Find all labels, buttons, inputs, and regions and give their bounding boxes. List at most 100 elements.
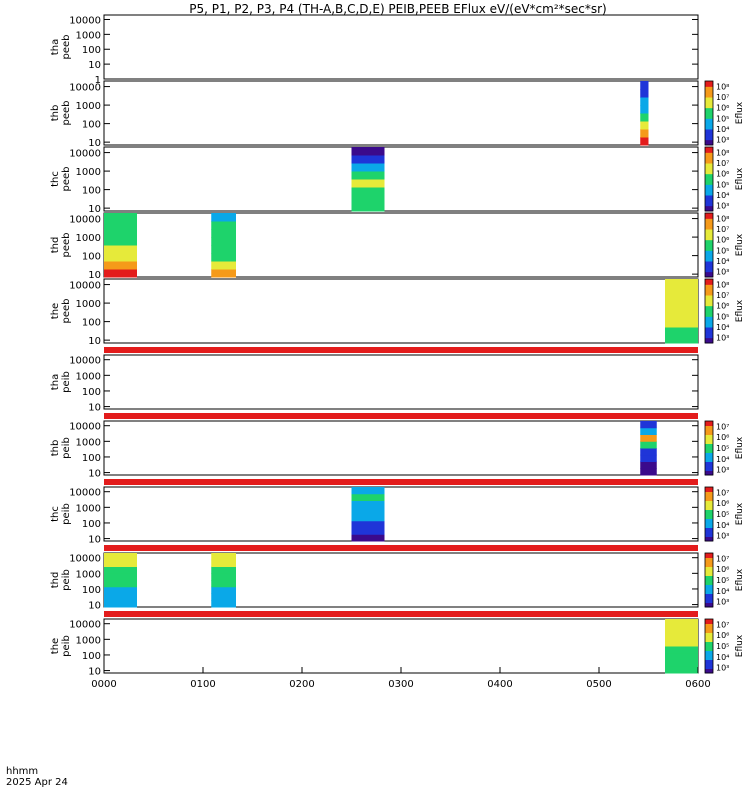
spectrogram-cell (211, 229, 236, 238)
colorbar-label: Eflux (735, 101, 745, 124)
colorbar-segment (705, 657, 713, 660)
colorbar-label: Eflux (735, 634, 745, 657)
colorbar-tick-label: 10⁷ (716, 93, 729, 102)
panel-tha-peeb: 1 10 100 1000 10000 thapeeb (50, 14, 699, 86)
colorbar-tick-label: 10³ (716, 664, 729, 673)
y-tick-label: 10000 (69, 15, 101, 26)
spectrogram-cell (351, 187, 385, 196)
spectrogram-cell (665, 666, 698, 674)
colorbar-segment (705, 553, 713, 556)
colorbar-segment (705, 155, 713, 159)
spectrogram-cell (211, 593, 236, 601)
colorbar-segment (705, 99, 713, 103)
colorbar-segment (705, 255, 713, 259)
spectrogram-cell (665, 311, 698, 320)
spectrogram-cell (351, 171, 385, 180)
colorbar-tick-label: 10⁴ (716, 587, 729, 596)
spectrogram-cell (351, 147, 385, 156)
colorbar-segment (705, 441, 713, 444)
colorbar-segment (705, 600, 713, 603)
spectrogram-cell (211, 213, 236, 222)
colorbar-segment (705, 287, 713, 291)
y-tick-label: 10 (88, 667, 101, 678)
colorbar-segment (705, 468, 713, 471)
colorbar-segment (705, 121, 713, 125)
spectrogram-cell (665, 335, 698, 344)
colorbar-tick-label: 10⁷ (716, 159, 729, 168)
colorbar-segment (705, 239, 713, 243)
x-tick-label: 0400 (487, 679, 512, 690)
colorbar-segment (705, 589, 713, 592)
colorbar-segment (705, 566, 713, 570)
spectrogram-cell (351, 493, 385, 501)
y-tick-label: 100 (82, 453, 101, 464)
colorbar-segment (705, 335, 713, 339)
colorbar-segment (705, 580, 713, 583)
spectrogram-cell (640, 81, 649, 90)
colorbar-segment (705, 234, 713, 238)
panel-label-product: peib (61, 569, 72, 591)
colorbar-segment (705, 557, 713, 561)
colorbar: 10³ 10⁴ 10⁵ 10⁶ 10⁷ Eflux (704, 618, 745, 674)
colorbar-segment (705, 176, 713, 180)
colorbar-segment (705, 332, 713, 336)
spectrogram-cell (104, 566, 137, 574)
colorbar-segment (705, 538, 713, 542)
colorbar-segment (705, 443, 713, 447)
colorbar-segment (705, 152, 713, 156)
spectrogram-cell (640, 113, 649, 122)
colorbar-segment (705, 459, 713, 462)
colorbar-segment (705, 197, 713, 201)
colorbar-segment (705, 134, 713, 138)
colorbar-segment (705, 83, 713, 87)
y-tick-label: 100 (82, 186, 101, 197)
colorbar-segment (705, 107, 713, 111)
colorbar-segment (705, 487, 713, 490)
colorbar-segment (705, 229, 713, 233)
panel-label-product: peeb (61, 233, 72, 258)
colorbar-tick-label: 10³ (716, 532, 729, 541)
colorbar-segment (705, 655, 713, 658)
colorbar-segment (705, 523, 713, 526)
colorbar-segment (705, 319, 713, 323)
colorbar-tick-label: 10⁵ (716, 180, 729, 189)
colorbar-segment (705, 641, 713, 645)
colorbar-segment (705, 305, 713, 309)
colorbar-segment (705, 295, 713, 299)
colorbar-segment (705, 582, 713, 585)
spectrogram-cell (351, 520, 385, 528)
x-tick-label: 0300 (388, 679, 413, 690)
colorbar-segment (705, 297, 713, 301)
colorbar-segment (705, 200, 713, 204)
colorbar-label: Eflux (735, 167, 745, 190)
colorbar-tick-label: 10⁷ (716, 225, 729, 234)
spectrogram-cell (665, 319, 698, 328)
colorbar-segment (705, 564, 713, 567)
flag-bar (104, 479, 698, 485)
colorbar-segment (705, 514, 713, 517)
colorbar-frame (704, 146, 714, 212)
panel-label-product: peeb (61, 299, 72, 324)
colorbar-segment (705, 221, 713, 225)
spectrogram-cell (665, 646, 698, 654)
colorbar-segment (705, 160, 713, 164)
colorbar-segment (705, 329, 713, 333)
spectrogram-cell (104, 213, 137, 222)
spectrogram-cell (104, 580, 137, 588)
colorbar-segment (705, 430, 713, 433)
colorbar-tick-label: 10⁶ (716, 302, 729, 311)
colorbar-tick-label: 10⁴ (716, 323, 729, 332)
colorbar-segment (705, 110, 713, 114)
spectrogram-cell (351, 527, 385, 535)
colorbar-segment (705, 643, 713, 647)
colorbar-segment (705, 502, 713, 506)
spectrogram-cell (104, 553, 137, 561)
panel-thc-peib: 10 100 1000 10000 thcpeib 10³ 10⁴ 10⁵ 10⁶ 10⁷ Eflu… (50, 486, 745, 546)
colorbar-frame (704, 80, 714, 146)
colorbar-segment (705, 337, 713, 341)
colorbar-segment (705, 457, 713, 460)
colorbar-tick-label: 10⁶ (716, 236, 729, 245)
